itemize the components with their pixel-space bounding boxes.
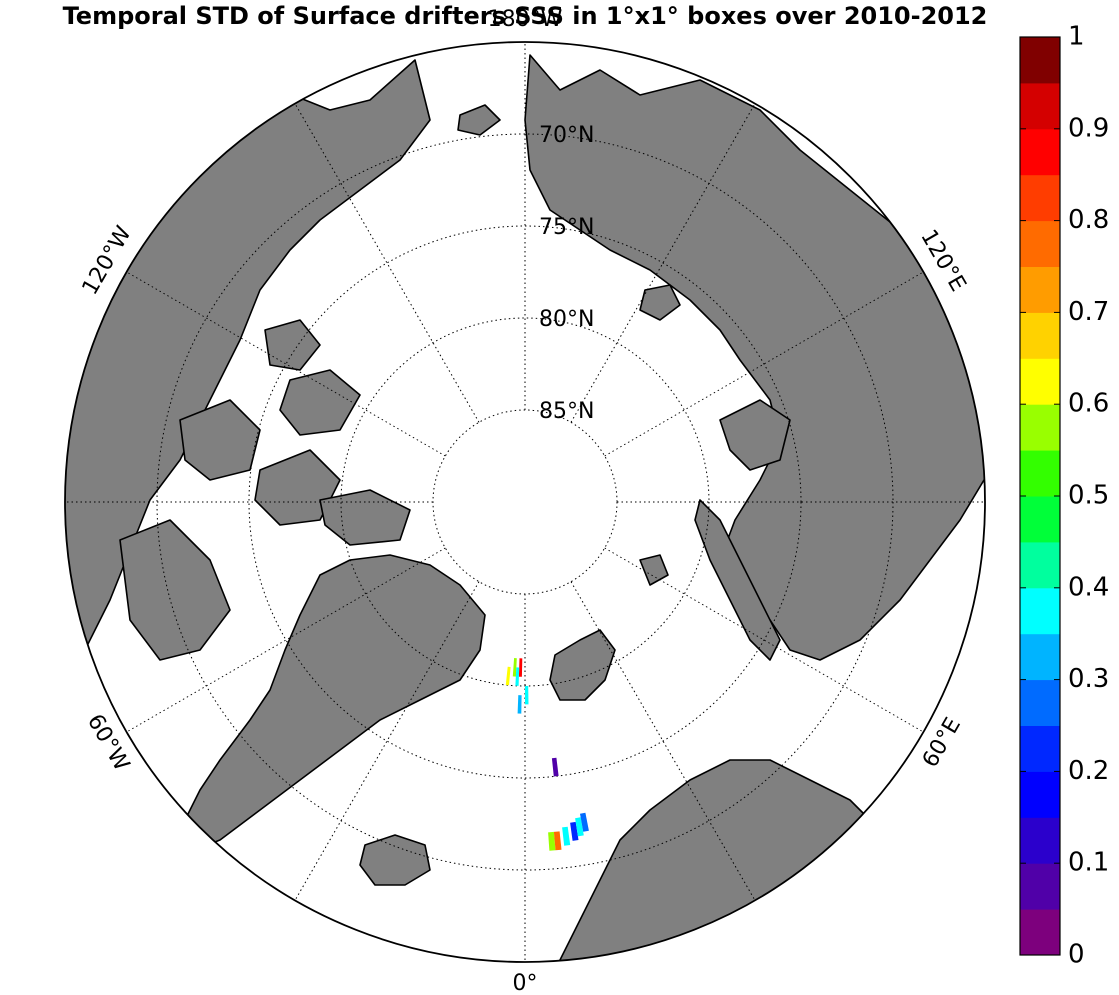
map-boundary <box>64 41 986 963</box>
colorbar-swatch <box>1020 358 1060 405</box>
data-cell <box>548 831 556 851</box>
colorbar-tick-label: 0.1 <box>1068 848 1109 878</box>
land-greenland <box>184 554 486 851</box>
land-canadian-islands-3 <box>264 319 321 371</box>
lat-label: 80°N <box>539 307 594 332</box>
colorbar-swatch <box>1020 863 1060 910</box>
colorbar-swatch <box>1020 82 1060 130</box>
colorbar-swatch <box>1020 496 1060 543</box>
colorbar-swatch <box>1020 725 1060 772</box>
data-cell <box>505 666 511 686</box>
colorbar-swatch <box>1020 450 1060 497</box>
map-title: Temporal STD of Surface drifters SSS in … <box>62 2 988 30</box>
land-canadian-islands-2 <box>254 449 341 526</box>
meridian-120 <box>604 271 924 457</box>
colorbar-swatch <box>1020 128 1060 176</box>
land-canadian-islands-1 <box>179 399 261 481</box>
colorbar-tick-label: 0.3 <box>1068 664 1109 694</box>
land-severnaya-zemlya <box>719 399 791 471</box>
colorbar: 0 0.1 0.2 0.3 0.4 0.5 0.6 0.7 0.8 0.9 1 <box>1019 22 1109 970</box>
parallel-75 <box>248 225 802 779</box>
land-canadian-islands-4 <box>319 489 411 546</box>
meridian--60 <box>126 547 446 733</box>
data-cell <box>525 686 529 705</box>
data-cell <box>570 821 579 841</box>
colorbar-tick-label: 0.6 <box>1068 389 1109 419</box>
meridian--30 <box>294 581 480 901</box>
colorbar-tick-label: 0.4 <box>1068 572 1109 602</box>
colorbar-swatch <box>1020 404 1060 451</box>
lat-label: 70°N <box>539 123 594 148</box>
lon-label: 180°W <box>488 7 563 32</box>
colorbar-swatch <box>1020 679 1060 726</box>
meridian-150 <box>570 103 756 423</box>
colorbar-tick-label: 1 <box>1068 22 1085 52</box>
colorbar-tick-label: 0.5 <box>1068 481 1109 511</box>
lat-label: 75°N <box>539 215 594 240</box>
land-franz-josef <box>639 554 669 586</box>
data-cell <box>518 658 523 677</box>
colorbar-swatch <box>1020 312 1060 359</box>
data-cell <box>553 831 562 851</box>
colorbar-swatch <box>1020 909 1060 956</box>
land-novaya-zemlya <box>694 499 781 661</box>
colorbar-swatch <box>1020 771 1060 818</box>
colorbar-swatch <box>1020 633 1060 681</box>
meridian-30 <box>570 581 756 901</box>
colorbar-tick-label: 0.9 <box>1068 113 1109 143</box>
meridian--150 <box>294 103 480 423</box>
colorbar-swatch <box>1020 37 1060 84</box>
data-cell <box>575 817 584 837</box>
colorbar-tick-label: 0.8 <box>1068 205 1109 235</box>
data-cell <box>517 695 522 714</box>
colorbar-swatch <box>1020 266 1060 313</box>
meridian-60 <box>604 547 924 733</box>
meridian--120 <box>126 271 446 457</box>
colorbar-swatch <box>1020 817 1060 864</box>
colorbar-swatch <box>1020 174 1060 222</box>
data-cell <box>580 812 589 832</box>
land-siberia <box>524 54 985 661</box>
colorbar-swatch <box>1020 587 1060 635</box>
colorbar-tick-label: 0 <box>1068 940 1085 970</box>
colorbar-swatch <box>1020 541 1060 589</box>
latitude-labels: 70°N 75°N 80°N 85°N <box>539 123 594 424</box>
sss-std-cells <box>505 658 589 851</box>
data-cell <box>515 667 520 686</box>
data-cell <box>512 658 517 677</box>
data-cell <box>562 826 571 846</box>
lat-label: 85°N <box>539 399 594 424</box>
colorbar-tick-label: 0.7 <box>1068 297 1109 327</box>
land-wrangel <box>457 104 501 136</box>
colorbar-swatch <box>1020 220 1060 267</box>
land-iceland <box>359 834 431 886</box>
land-svalbard <box>549 629 616 701</box>
colorbar-tick-label: 0.2 <box>1068 756 1109 786</box>
land-baffin <box>119 519 231 661</box>
lon-label: 0° <box>513 971 538 995</box>
land-new-siberian-islands <box>639 284 681 321</box>
land-ellesmere <box>279 369 361 436</box>
data-cell <box>551 757 559 777</box>
